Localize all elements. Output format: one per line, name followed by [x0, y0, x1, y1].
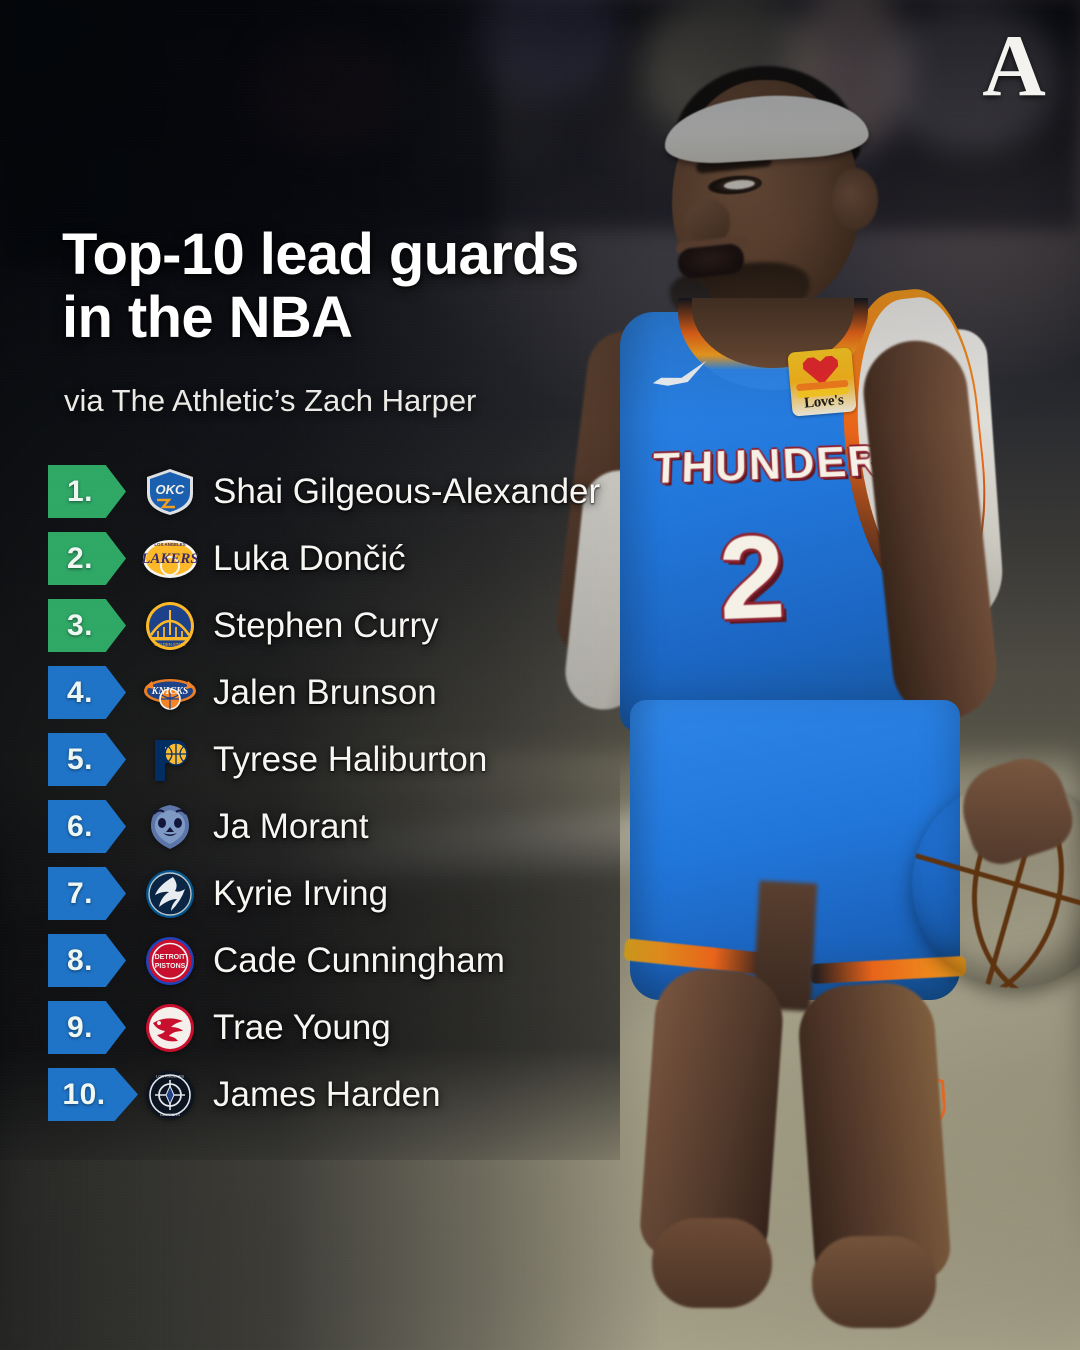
the-athletic-logo: A — [982, 18, 1046, 115]
rank-badge: 8. — [48, 934, 126, 987]
ranking-row: 8. DETROIT PISTONS Cade Cunningham — [0, 927, 640, 994]
svg-text:KNICKS: KNICKS — [151, 686, 189, 697]
ranking-row: 4. KNICKS Jalen Brunson — [0, 659, 640, 726]
ranking-row: 5. Tyrese Haliburton — [0, 726, 640, 793]
rank-number: 2. — [66, 541, 94, 575]
svg-text:PISTONS: PISTONS — [155, 963, 186, 970]
team-logo-det-icon: DETROIT PISTONS — [139, 935, 201, 987]
rank-badge: 4. — [48, 666, 126, 719]
team-logo-mem-icon — [139, 801, 201, 853]
rank-number: 8. — [66, 943, 94, 977]
player-right-knee — [812, 1236, 936, 1328]
rank-number: 3. — [66, 608, 94, 642]
ranking-row: 6. Ja Morant — [0, 793, 640, 860]
ranking-row: 7. Kyrie Irving — [0, 860, 640, 927]
ranking-row: 3. GOLDEN STATE Stephen Curry — [0, 592, 640, 659]
rank-badge: 10. — [48, 1068, 138, 1121]
page-subtitle: via The Athletic’s Zach Harper — [64, 383, 477, 418]
rank-badge: 1. — [48, 465, 126, 518]
player-name: Stephen Curry — [213, 605, 439, 645]
player-name: Shai Gilgeous-Alexander — [213, 471, 601, 511]
rank-number: 9. — [66, 1010, 94, 1044]
ranking-row: 2. LOS ANGELES LAKERS Luka Dončić — [0, 525, 640, 592]
rank-number: 7. — [66, 876, 94, 910]
ranking-list: 1. OKC Shai Gilgeous-Alexander 2. LOS AN… — [0, 458, 640, 1128]
team-logo-lac-icon: LOS ANGELES CLIPPERS — [139, 1069, 201, 1121]
team-logo-okc-icon: OKC — [139, 466, 201, 518]
rank-badge: 2. — [48, 532, 126, 585]
player-name: Jalen Brunson — [213, 672, 437, 712]
player-name: Tyrese Haliburton — [213, 739, 488, 779]
rank-badge: 9. — [48, 1001, 126, 1054]
ranking-row: 1. OKC Shai Gilgeous-Alexander — [0, 458, 640, 525]
svg-text:DETROIT: DETROIT — [155, 954, 186, 961]
ranking-row: 9. Trae Young — [0, 994, 640, 1061]
svg-text:GOLDEN STATE: GOLDEN STATE — [154, 642, 186, 647]
rank-badge: 6. — [48, 800, 126, 853]
rank-badge: 5. — [48, 733, 126, 786]
team-logo-atl-icon — [139, 1002, 201, 1054]
page-title: Top-10 lead guards in the NBA — [62, 222, 579, 350]
rank-number: 10. — [62, 1077, 106, 1111]
svg-text:OKC: OKC — [156, 482, 186, 497]
player-name: James Harden — [213, 1074, 441, 1114]
team-logo-dal-icon — [139, 868, 201, 920]
svg-text:CLIPPERS: CLIPPERS — [160, 1112, 180, 1117]
player-name: Trae Young — [213, 1007, 391, 1047]
rank-number: 4. — [66, 675, 94, 709]
rank-number: 5. — [66, 742, 94, 776]
rank-number: 6. — [66, 809, 94, 843]
player-name: Kyrie Irving — [213, 873, 389, 913]
rank-badge: 3. — [48, 599, 126, 652]
player-name: Ja Morant — [213, 806, 369, 846]
team-logo-gsw-icon: GOLDEN STATE — [139, 600, 201, 652]
player-name: Cade Cunningham — [213, 940, 505, 980]
svg-text:LOS ANGELES: LOS ANGELES — [156, 1074, 184, 1079]
svg-text:LOS ANGELES: LOS ANGELES — [154, 542, 185, 547]
team-logo-lal-icon: LOS ANGELES LAKERS — [139, 533, 201, 585]
svg-text:LAKERS: LAKERS — [141, 551, 199, 567]
player-name: Luka Dončić — [213, 538, 406, 578]
team-logo-ind-icon — [139, 734, 201, 786]
ranking-row: 10. LOS ANGELES CLIPPERS James Harden — [0, 1061, 640, 1128]
player-left-knee — [652, 1218, 772, 1308]
team-logo-nyk-icon: KNICKS — [139, 667, 201, 719]
rank-badge: 7. — [48, 867, 126, 920]
rank-number: 1. — [66, 474, 94, 508]
